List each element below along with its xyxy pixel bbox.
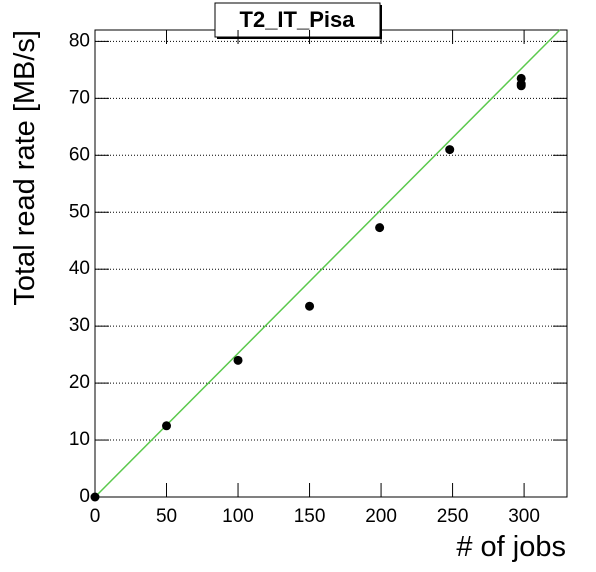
x-tick-label: 300: [508, 506, 540, 527]
y-tick-label: 70: [69, 87, 90, 108]
y-tick-label: 50: [69, 201, 90, 222]
y-tick-label: 20: [69, 372, 90, 393]
y-tick-label: 60: [69, 144, 90, 165]
data-point: [445, 145, 455, 155]
x-axis-label: # of jobs: [456, 531, 566, 563]
y-tick-label: 80: [69, 30, 90, 51]
x-tick-label: 100: [222, 506, 254, 527]
data-point: [516, 81, 526, 91]
fit-line: [94, 29, 561, 498]
x-tick-label: 200: [365, 506, 397, 527]
data-point: [233, 355, 243, 365]
x-tick-label: 50: [156, 506, 177, 527]
y-tick-label: 30: [69, 315, 90, 336]
chart-title: T2_IT_Pisa: [240, 7, 356, 32]
x-tick-label: 250: [437, 506, 469, 527]
data-point: [375, 223, 385, 233]
y-tick-label: 0: [79, 486, 90, 507]
data-point: [516, 73, 526, 83]
data-point: [305, 301, 315, 311]
data-point: [90, 492, 100, 502]
data-point: [162, 421, 172, 431]
x-tick-label: 0: [90, 506, 101, 527]
y-tick-label: 40: [69, 258, 90, 279]
y-tick-label: 10: [69, 429, 90, 450]
y-axis-label: Total read rate [MB/s]: [9, 30, 41, 306]
x-tick-label: 150: [294, 506, 326, 527]
